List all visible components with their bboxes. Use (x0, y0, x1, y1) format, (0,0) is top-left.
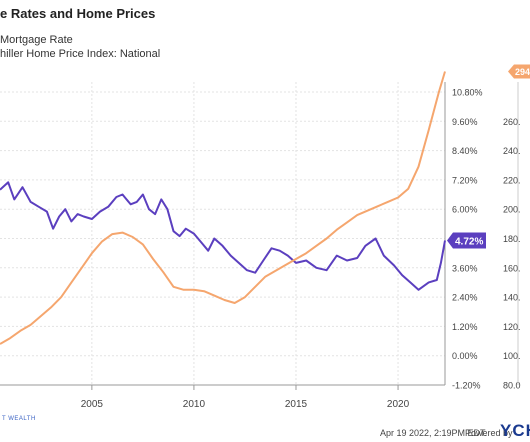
y-right-tick-label-4: 180. (503, 234, 521, 244)
y-left-tick-label-9: 0.00% (452, 351, 478, 361)
x-tick-label-0: 2005 (81, 399, 104, 410)
legend-entry-mortgage-rate: Mortgage Rate (0, 34, 73, 46)
y-right-tick-label-7: 120. (503, 322, 521, 332)
end-label-bg-mortgage-rate (447, 232, 486, 249)
y-right-tick-label-5: 160. (503, 263, 521, 273)
y-right-tick-label-8: 100. (503, 351, 521, 361)
y-left-tick-label-3: 7.20% (452, 175, 478, 185)
y-right-tick-label-9: 80.0 (503, 381, 521, 391)
y-left-tick-label-4: 6.00% (452, 205, 478, 215)
y-left-tick-label-7: 2.40% (452, 293, 478, 303)
ycharts-logo: YCH (500, 421, 530, 440)
wealth-logo-text: T WEALTH (2, 416, 36, 422)
series-line-1 (0, 71, 446, 345)
x-tick-label-3: 2020 (387, 399, 410, 410)
legend-entry-home-price-index: hiller Home Price Index: National (0, 48, 160, 60)
legend-label-mortgage-rate: Mortgage Rate (0, 34, 73, 46)
y-left-tick-label-0: 10.80% (452, 88, 483, 98)
footer-timestamp: Apr 19 2022, 2:19PM EDT. (380, 428, 488, 438)
chart-title: e Rates and Home Prices (0, 6, 156, 21)
footer-powered-by: Powered by (465, 428, 513, 438)
end-label-mortgage-rate: 4.72% (455, 236, 483, 247)
x-tick-label-2: 2015 (285, 399, 308, 410)
y-left-tick-label-8: 1.20% (452, 322, 478, 332)
legend-label-home-price-index: hiller Home Price Index: National (0, 48, 161, 60)
x-tick-label-1: 2010 (183, 399, 206, 410)
y-left-tick-label-6: 3.60% (452, 263, 478, 273)
series-line-0 (0, 181, 446, 291)
end-label-home-price: 294 (515, 67, 530, 77)
y-right-tick-label-1: 240. (503, 146, 521, 156)
y-right-tick-label-2: 220. (503, 175, 521, 185)
y-right-tick-label-3: 200. (503, 205, 521, 215)
y-left-tick-label-1: 9.60% (452, 117, 478, 127)
y-right-tick-label-0: 260. (503, 117, 521, 127)
y-left-tick-label-2: 8.40% (452, 146, 478, 156)
y-right-tick-label-6: 140. (503, 293, 521, 303)
end-label-bg-home-price (508, 64, 530, 79)
y-left-tick-label-10: -1.20% (452, 381, 481, 391)
